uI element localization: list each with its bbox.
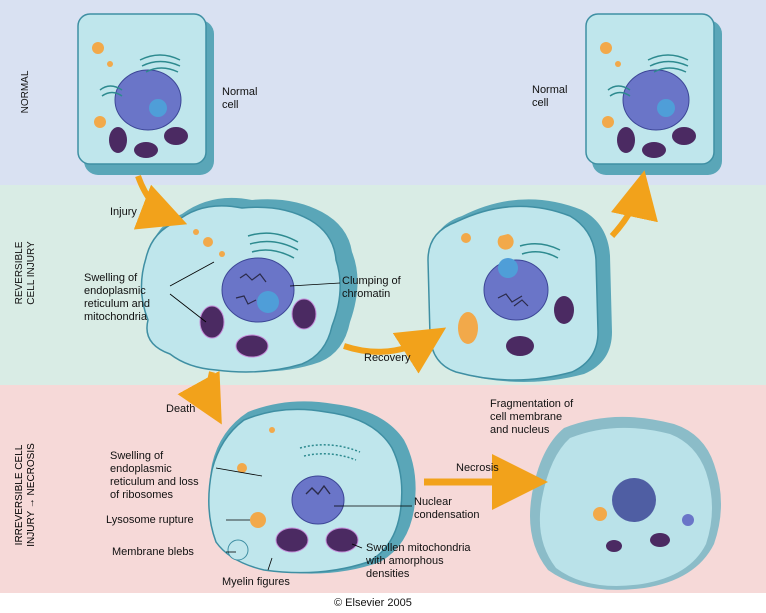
mitochondrion (617, 127, 635, 153)
label-necrosis: Necrosis (456, 462, 499, 474)
label-clumping: Clumping of chromatin (342, 275, 401, 300)
label-myelin-figures: Myelin figures (222, 576, 290, 588)
row-label-irreversible-top: IRREVERSIBLE CELL (14, 444, 25, 546)
arrow-death (177, 370, 222, 425)
row-label-irreversible-bottom: INJURY → NECROSIS (26, 410, 38, 580)
copyright: © Elsevier 2005 (334, 597, 412, 609)
leader-lines (169, 261, 412, 571)
irreversible-injury: INJURY (26, 511, 37, 547)
nucleus (114, 69, 182, 131)
footer-band (0, 593, 766, 613)
label-lysosome-rupture: Lysosome rupture (106, 514, 194, 526)
label-fragmentation: Fragmentation of cell membrane and nucle… (490, 398, 574, 436)
label-nuclear-condensation: Nuclear condensation (414, 496, 480, 521)
label-normal-cell-right: Normal cell (532, 84, 568, 109)
arrow-recovery (343, 327, 447, 374)
label-normal-cell-left: Normal cell (222, 86, 258, 111)
irreversible-arrow: → (26, 498, 37, 509)
normal-cell-right (585, 13, 722, 175)
recovering-cell (427, 199, 612, 382)
nucleus (622, 69, 690, 131)
irreversible-necrosis: NECROSIS (26, 443, 37, 496)
mitochondrion (109, 127, 127, 153)
label-injury: Injury (110, 206, 137, 218)
row-label-reversible: REVERSIBLE CELL INJURY (14, 241, 37, 305)
label-recovery: Recovery (364, 352, 411, 364)
arrow-back-to-normal (609, 170, 658, 239)
label-swelling-er-mito: Swelling of endoplasmic reticulum and mi… (84, 272, 151, 323)
nucleus (483, 259, 549, 321)
irreversible-cell (208, 401, 416, 574)
swollen-cell (140, 197, 358, 373)
label-swollen-mito: Swollen mitochondria with amorphous dens… (366, 542, 471, 580)
arrow-injury (133, 174, 188, 230)
label-death: Death (166, 403, 196, 415)
label-swelling-er-ribo: Swelling of endoplasmic reticulum and lo… (110, 450, 199, 501)
nucleus (221, 257, 295, 323)
label-membrane-blebs: Membrane blebs (112, 546, 194, 558)
necrotic-cell (530, 416, 721, 590)
row-label-normal: NORMAL (20, 70, 31, 114)
nucleus (291, 475, 345, 525)
row-label-irreversible: IRREVERSIBLE CELL INJURY → NECROSIS (14, 410, 38, 580)
normal-cell-left (77, 13, 214, 175)
